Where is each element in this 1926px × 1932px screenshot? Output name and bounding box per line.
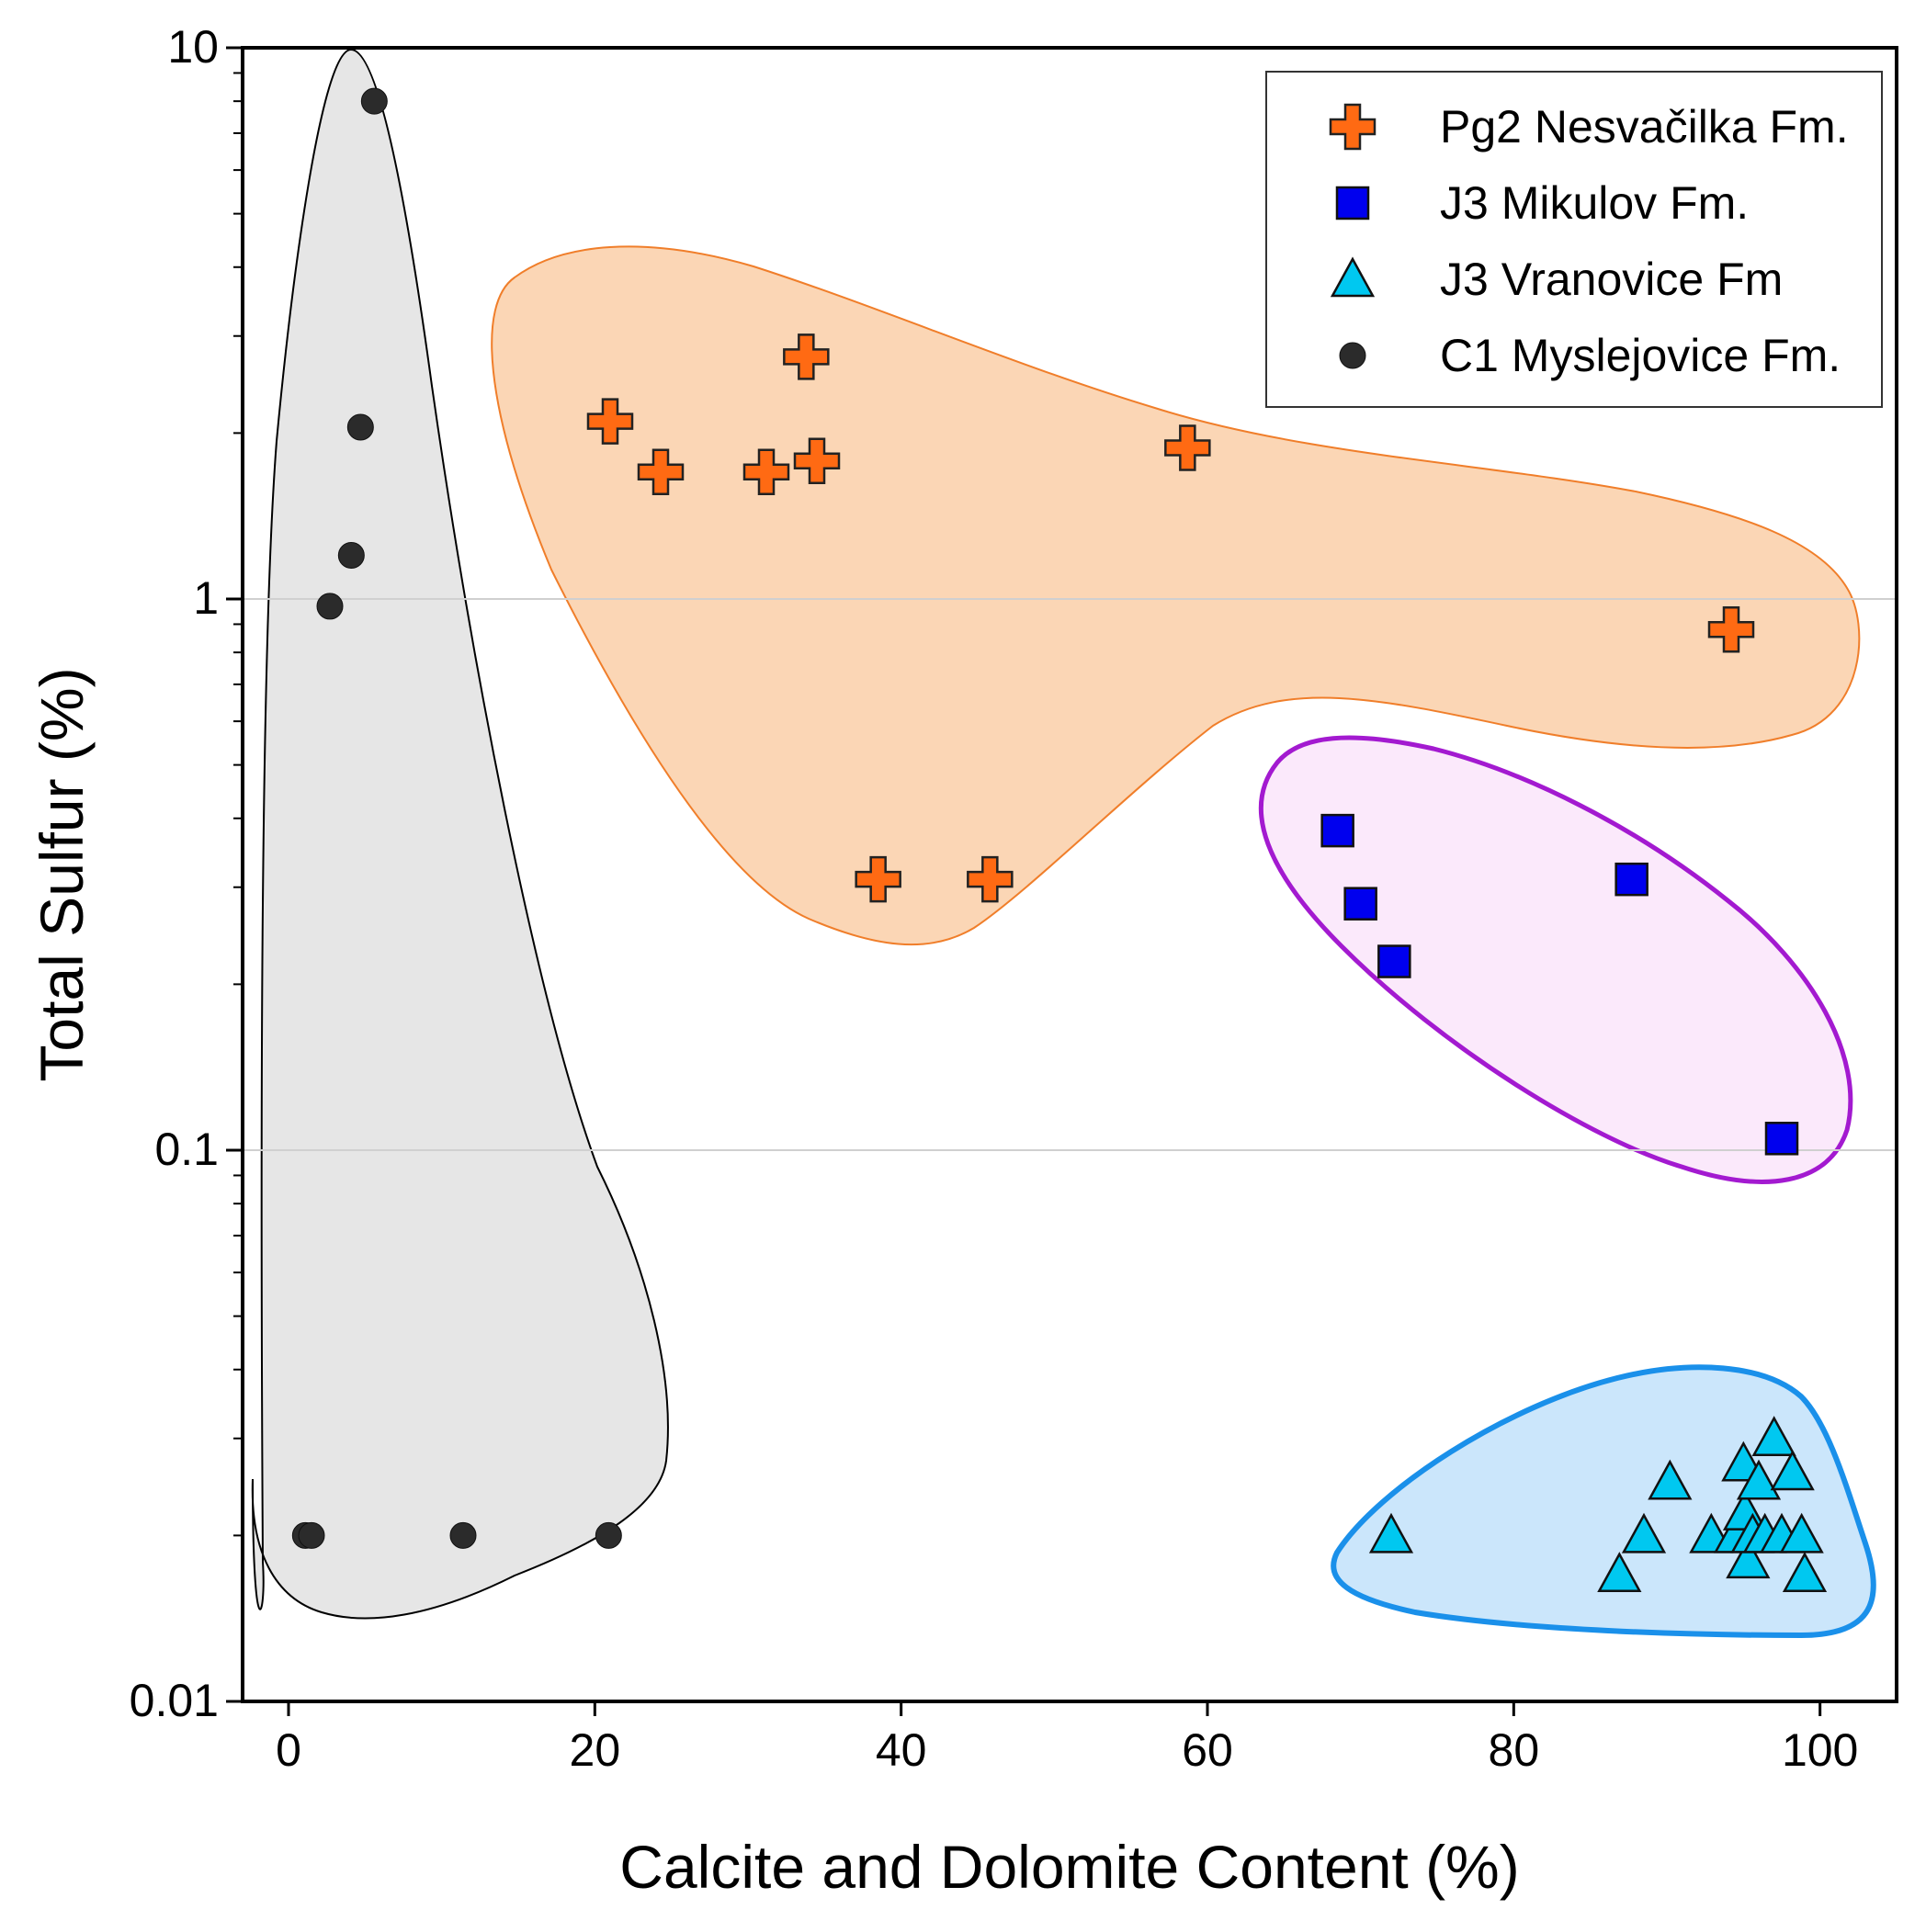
mikulov-region (1258, 735, 1853, 1184)
x-tick-label: 40 (876, 1724, 927, 1776)
gridlines (243, 598, 1897, 1151)
data-points (291, 87, 1828, 1593)
plot-frame (241, 46, 1898, 1703)
data-point-circle (449, 1521, 477, 1549)
legend-label: Pg2 Nesvačilka Fm. (1440, 101, 1849, 153)
data-point-triangle (1368, 1512, 1414, 1554)
y-tick-label: 10 (167, 21, 219, 73)
data-point-circle (346, 413, 374, 441)
data-point-plus (742, 448, 790, 495)
data-point-circle (337, 541, 365, 569)
legend: Pg2 Nesvačilka Fm. J3 Mikulov Fm. J3 Vrano… (1265, 71, 1883, 408)
legend-marker-triangle (1330, 256, 1376, 298)
data-point-square (1614, 862, 1648, 897)
data-point-triangle (1782, 1552, 1828, 1593)
data-point-plus (967, 855, 1014, 903)
x-axis: 0 20 40 60 80 100 (276, 1701, 1858, 1776)
x-tick-label: 0 (276, 1724, 301, 1776)
x-axis-title: Calcite and Dolomite Content (%) (619, 1833, 1519, 1901)
legend-label: C1 Myslejovice Fm. (1440, 330, 1841, 381)
data-point-plus (783, 333, 830, 380)
legend-marker-square (1335, 186, 1370, 220)
data-point-triangle (1736, 1459, 1782, 1500)
data-point-circle (298, 1521, 325, 1549)
pg2-region (491, 245, 1861, 946)
data-point-plus (793, 437, 841, 484)
data-point-plus (855, 855, 901, 903)
data-point-triangle (1779, 1512, 1824, 1554)
vranovice-region (1331, 1364, 1876, 1639)
x-tick-label: 60 (1182, 1724, 1233, 1776)
data-point-triangle (1770, 1450, 1815, 1491)
regions (251, 48, 1876, 1639)
legend-marker-circle (1339, 342, 1366, 369)
data-point-triangle (1751, 1416, 1796, 1457)
data-point-circle (316, 593, 344, 620)
c1-region (251, 48, 669, 1620)
data-point-plus (1707, 606, 1755, 653)
data-point-triangle (1621, 1512, 1667, 1554)
x-tick-label: 20 (570, 1724, 621, 1776)
data-point-square (1343, 887, 1377, 921)
data-point-square (1320, 813, 1354, 848)
legend-label: J3 Vranovice Fm (1440, 254, 1783, 305)
y-tick-label: 1 (193, 572, 219, 624)
x-tick-label: 80 (1489, 1724, 1540, 1776)
data-point-triangle (1597, 1552, 1642, 1593)
legend-marker-plus (1329, 103, 1377, 151)
y-tick-label: 0.1 (154, 1124, 219, 1175)
legend-label: J3 Mikulov Fm. (1440, 177, 1749, 229)
data-point-square (1764, 1122, 1799, 1156)
data-point-circle (360, 87, 388, 115)
y-axis-title: Total Sulfur (%) (28, 667, 96, 1081)
data-point-plus (1164, 424, 1211, 471)
data-point-triangle (1648, 1459, 1693, 1500)
data-point-square (1377, 944, 1411, 978)
y-axis: 0.01 0.1 1 10 (130, 21, 243, 1726)
y-tick-label: 0.01 (130, 1675, 219, 1726)
data-point-circle (595, 1521, 622, 1549)
data-point-plus (586, 398, 634, 445)
data-point-triangle (1726, 1538, 1771, 1579)
x-tick-label: 100 (1782, 1724, 1858, 1776)
data-point-plus (637, 448, 685, 495)
